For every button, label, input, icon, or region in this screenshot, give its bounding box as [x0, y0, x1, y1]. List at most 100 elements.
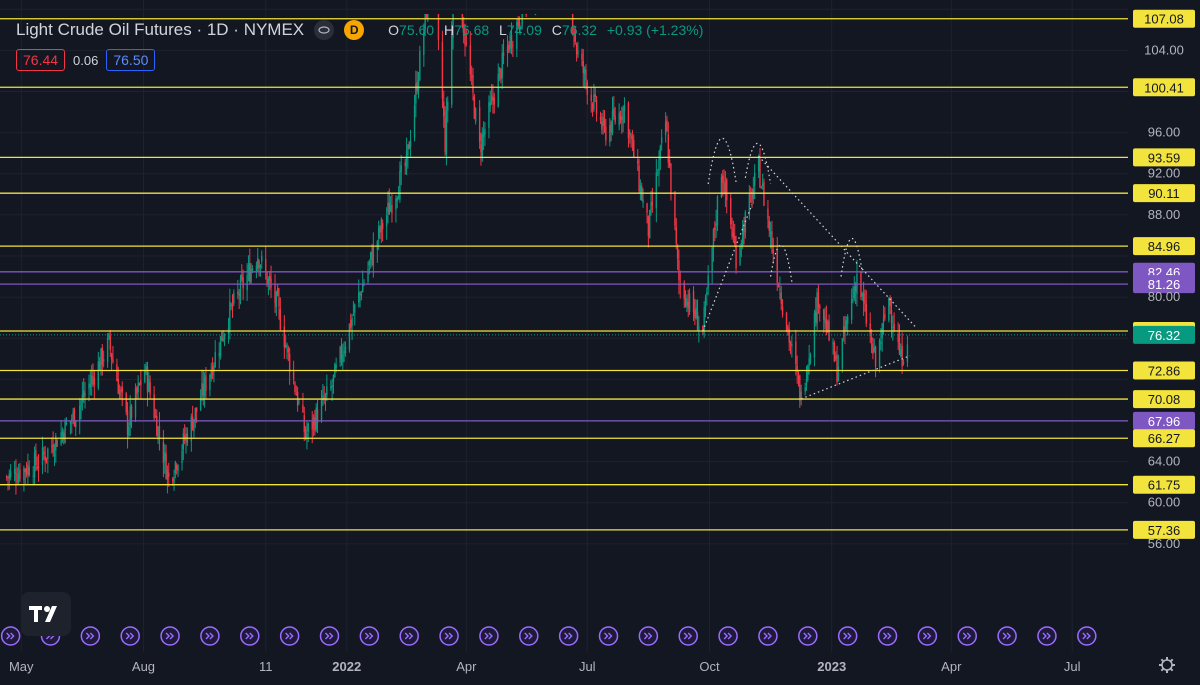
- event-marker-icon[interactable]: [240, 626, 260, 646]
- event-marker-icon[interactable]: [279, 626, 300, 646]
- candle-body: [892, 327, 894, 329]
- candle-body: [304, 428, 307, 438]
- candle-body: [816, 292, 818, 324]
- candle-body: [837, 366, 840, 381]
- event-marker-arrow: [6, 632, 15, 640]
- event-marker-icon[interactable]: [877, 626, 898, 646]
- event-marker-icon[interactable]: [0, 626, 21, 646]
- event-marker-icon[interactable]: [678, 626, 698, 646]
- candle-body: [359, 292, 361, 295]
- candle-body: [805, 379, 808, 386]
- event-marker-icon[interactable]: [558, 626, 579, 646]
- event-marker-icon[interactable]: [598, 626, 619, 646]
- candle-body: [493, 97, 495, 105]
- candle-body: [343, 351, 345, 355]
- candle-body: [841, 338, 844, 369]
- level-label-bg: [1133, 390, 1195, 409]
- candle-body: [251, 268, 254, 271]
- event-marker-ring: [439, 626, 459, 646]
- event-marker-icon[interactable]: [1077, 626, 1097, 646]
- candle-body: [322, 395, 324, 400]
- candle-body: [591, 103, 594, 111]
- event-marker-icon[interactable]: [80, 626, 101, 646]
- event-marker-icon[interactable]: [1037, 626, 1057, 646]
- candle-body: [704, 298, 707, 311]
- candle-body: [901, 345, 903, 367]
- candle-body: [261, 256, 263, 262]
- candle-body: [462, 24, 465, 36]
- event-marker-icon[interactable]: [638, 626, 659, 646]
- symbol-title[interactable]: Light Crude Oil Futures · 1D · NYMEX: [16, 20, 305, 39]
- candle-body: [878, 340, 881, 368]
- candle-body: [36, 467, 38, 469]
- event-marker-icon[interactable]: [957, 626, 977, 646]
- x-axis[interactable]: May Aug 11 2022 Apr Jul Oct 2023 Apr Jul: [9, 657, 1175, 674]
- ohlc-readout: O75.60 H76.68 L74.09 C76.32 +0.93 (+1.23…: [388, 22, 703, 38]
- high-label: H: [443, 22, 455, 38]
- candle-body: [594, 93, 596, 97]
- candle-body: [443, 101, 445, 117]
- event-marker-icon[interactable]: [200, 626, 220, 646]
- candle-body: [176, 464, 178, 470]
- event-marker-icon[interactable]: [439, 626, 459, 646]
- level-label-bg: [1133, 361, 1195, 380]
- interval-badge[interactable]: D: [344, 20, 365, 40]
- candle-body: [836, 354, 838, 383]
- event-marker-icon[interactable]: [120, 626, 140, 646]
- candle-body: [117, 379, 119, 394]
- settings-gear-icon[interactable]: [1159, 657, 1175, 673]
- event-marker-icon[interactable]: [359, 626, 380, 646]
- candle-body: [694, 310, 696, 319]
- event-marker-icon[interactable]: [399, 626, 419, 646]
- event-marker-arrow: [444, 632, 454, 640]
- horizontal-levels[interactable]: 107.08100.4193.5990.1184.9682.4681.2676.…: [0, 9, 1195, 539]
- candle-body: [112, 358, 114, 363]
- event-marker-icon[interactable]: [798, 626, 818, 646]
- candle-body: [63, 432, 65, 441]
- level-label: 67.96: [1148, 414, 1181, 429]
- candle-body: [287, 348, 290, 353]
- event-marker-ring: [957, 626, 977, 646]
- candle-body: [292, 371, 295, 380]
- y-axis[interactable]: 56.00 60.00 64.00 80.00 88.00 92.00 96.00 104.0…: [1144, 42, 1184, 550]
- event-marker-icon[interactable]: [837, 626, 858, 646]
- candle-body: [274, 284, 276, 303]
- close-value: 76.32: [561, 22, 597, 38]
- candle-body: [154, 415, 157, 417]
- buy-price-button[interactable]: 76.50: [106, 49, 156, 71]
- sell-price-button[interactable]: 76.44: [16, 49, 66, 71]
- drawings: [702, 137, 916, 400]
- event-marker-icon[interactable]: [917, 626, 938, 646]
- close-label: C: [551, 22, 562, 38]
- event-marker-arrow: [723, 632, 733, 640]
- tradingview-logo-icon[interactable]: [21, 592, 71, 636]
- candle-body: [247, 265, 250, 273]
- candle-body: [777, 284, 780, 287]
- candle-body: [498, 67, 501, 72]
- eye-icon[interactable]: [314, 20, 335, 40]
- event-marker-icon[interactable]: [319, 626, 340, 646]
- candle-body: [609, 125, 611, 143]
- candle-body: [134, 388, 137, 418]
- candle-body: [407, 144, 409, 156]
- candle-body: [619, 115, 622, 121]
- candle-body: [92, 376, 94, 378]
- event-markers[interactable]: [0, 626, 1097, 646]
- candle-body: [465, 42, 468, 44]
- event-marker-icon[interactable]: [758, 626, 778, 646]
- event-marker-icon[interactable]: [718, 626, 738, 646]
- event-marker-icon[interactable]: [997, 626, 1017, 646]
- x-tick-label: 11: [259, 659, 273, 674]
- candle-body: [109, 335, 111, 350]
- candle-body: [98, 361, 101, 371]
- event-marker-ring: [877, 626, 898, 646]
- event-marker-icon[interactable]: [160, 626, 180, 646]
- candle-body: [413, 105, 416, 138]
- candle-body: [315, 407, 317, 430]
- event-marker-icon[interactable]: [479, 626, 499, 646]
- candle-body: [534, 14, 537, 15]
- candle-body: [80, 400, 82, 407]
- event-marker-icon[interactable]: [519, 626, 539, 646]
- event-marker-arrow: [763, 632, 772, 640]
